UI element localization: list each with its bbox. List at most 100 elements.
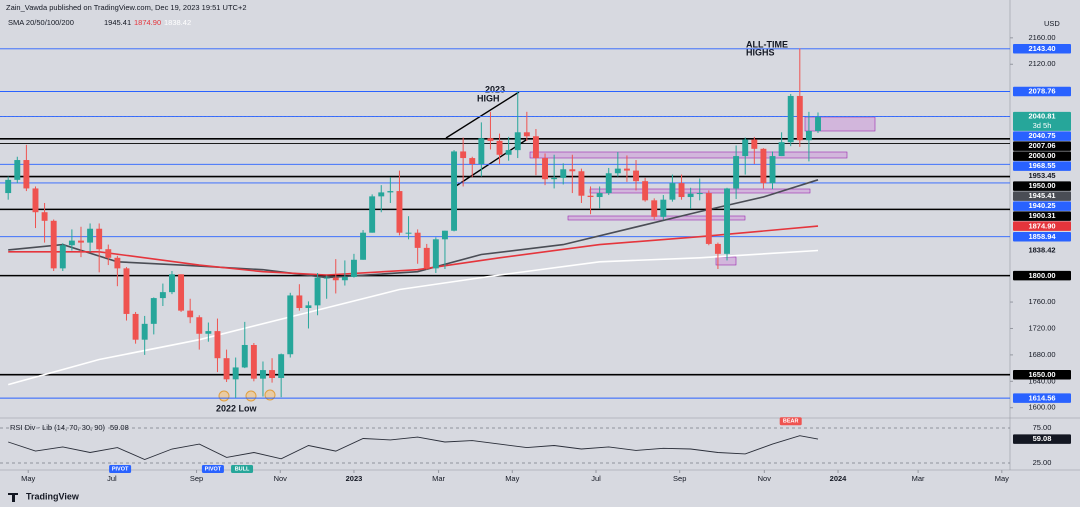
- candle-body: [614, 168, 621, 174]
- candle-body: [696, 193, 703, 195]
- price-label: 2143.40: [1028, 44, 1055, 53]
- price-label-box: [1013, 211, 1071, 221]
- candle-body: [714, 243, 721, 254]
- candle-body: [141, 323, 148, 340]
- candle-body: [514, 132, 521, 151]
- candle-body: [59, 245, 66, 269]
- rsi-title: RSI Div - Lib (14, 70, 30, 90): [10, 423, 106, 432]
- x-tick-label: Mar: [912, 474, 925, 483]
- candle-body: [23, 160, 30, 189]
- candle-body: [159, 292, 166, 299]
- candle-body: [114, 257, 121, 269]
- candle-body: [332, 277, 339, 281]
- candle-body: [678, 183, 685, 198]
- price-label: 2078.76: [1028, 87, 1055, 96]
- annotation: ALL-TIME: [746, 39, 788, 49]
- marker: [264, 389, 276, 401]
- candle-body: [478, 138, 485, 164]
- rsi-last-label: 59.08: [1033, 434, 1052, 443]
- x-tick-label: Jul: [107, 474, 117, 483]
- price-label: 1940.25: [1028, 201, 1055, 210]
- candle-body: [205, 331, 212, 334]
- rsi-line: [8, 435, 819, 460]
- candle-body: [724, 188, 730, 254]
- price-label: 1953.45: [1028, 171, 1055, 180]
- signal-label: PIVOT: [112, 467, 129, 473]
- candle-body: [496, 140, 503, 155]
- candle-body: [441, 230, 448, 240]
- candle-body: [341, 276, 348, 281]
- candle-body: [532, 136, 539, 159]
- price-label-box: [1013, 270, 1071, 281]
- candle-body: [96, 228, 103, 250]
- price-label: 1838.42: [1028, 245, 1055, 254]
- price-label: 1614.56: [1028, 393, 1055, 402]
- annotation: HIGH: [477, 93, 500, 103]
- signal-box: [201, 465, 224, 474]
- x-tick-label: Sep: [673, 474, 686, 483]
- price-label: 1858.94: [1028, 232, 1056, 241]
- sma-line: [7, 249, 819, 386]
- rsi-last-box: [1013, 434, 1071, 444]
- price-label: 1650.00: [1028, 370, 1055, 379]
- candle-body: [132, 313, 139, 340]
- annotation: HIGHS: [746, 47, 775, 57]
- candle-body: [150, 298, 157, 324]
- price-label-box: [1013, 86, 1071, 97]
- candle-body: [169, 274, 175, 293]
- price-label: 2007.06: [1028, 141, 1055, 150]
- x-tick-label: Nov: [758, 474, 772, 483]
- candle-body: [14, 160, 21, 180]
- candle-body: [560, 169, 567, 178]
- signal-box: [779, 417, 802, 426]
- x-tick-label: Mar: [432, 474, 445, 483]
- candle-body: [587, 195, 594, 198]
- candle-body: [41, 212, 48, 221]
- candle-body: [569, 169, 576, 172]
- candle-body: [323, 277, 330, 279]
- candle-body: [542, 158, 548, 180]
- signal-label: PIVOT: [205, 467, 222, 473]
- price-label-box: [1013, 191, 1071, 201]
- rsi-tick-label: 25.00: [1033, 458, 1052, 467]
- candle-body: [796, 95, 803, 141]
- candle-body: [751, 139, 758, 149]
- annotation: 2023: [485, 84, 505, 94]
- candle-body: [223, 358, 230, 380]
- candle-body: [432, 239, 439, 269]
- candle-body: [241, 344, 248, 368]
- currency: USD: [1044, 19, 1060, 28]
- candle-body: [78, 240, 84, 243]
- candle-body: [178, 274, 185, 311]
- candle-body: [87, 228, 94, 243]
- candle-body: [505, 150, 512, 155]
- candle-body: [305, 305, 312, 308]
- sma-value: 1838.42: [164, 18, 191, 27]
- candle-body: [469, 158, 476, 164]
- candle-body: [815, 117, 821, 131]
- candle-body: [50, 220, 57, 269]
- candle-body: [760, 148, 767, 184]
- candle-body: [68, 240, 75, 246]
- candle-body: [32, 188, 39, 213]
- candle-body: [396, 191, 403, 233]
- candle-body: [596, 193, 603, 198]
- y-tick-label: 1680.00: [1028, 350, 1055, 359]
- price-label: 2040.81: [1028, 112, 1055, 121]
- candle-body: [296, 295, 303, 308]
- price-label-box: [1013, 181, 1071, 191]
- price-label: 1950.00: [1028, 181, 1055, 190]
- candle-body: [350, 259, 357, 277]
- x-tick-label: 2024: [830, 474, 848, 483]
- candle-body: [742, 139, 749, 157]
- candle-body: [196, 317, 203, 334]
- candle-body: [451, 151, 458, 231]
- candle-body: [260, 370, 266, 379]
- candle-body: [605, 173, 612, 194]
- marker: [218, 390, 230, 402]
- candle-body: [278, 354, 285, 379]
- candle-body: [414, 232, 421, 248]
- price-label-box: [1013, 151, 1071, 161]
